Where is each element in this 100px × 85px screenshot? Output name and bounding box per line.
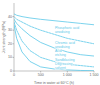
- x-tick-label: 500: [38, 73, 44, 77]
- plot-area: [14, 14, 94, 71]
- series-label: Acidetching: [55, 49, 66, 57]
- y-axis-line: [14, 3, 15, 71]
- x-tick: [94, 71, 95, 73]
- y-tick: [13, 71, 15, 72]
- series-line: [14, 25, 94, 71]
- series-line: [14, 14, 94, 25]
- y-axis-label: Joint strength (MPa): [2, 21, 6, 53]
- series-line: [14, 19, 94, 56]
- y-tick-label: 20: [8, 42, 12, 46]
- series-line: [14, 22, 94, 67]
- chart-svg: 0 10 20 30 40 0 500 1 000 1 500 Time in water at …: [0, 0, 100, 85]
- series-label: Phosphoric acidanodising: [55, 26, 79, 34]
- series-label: Sandblasting: [55, 58, 75, 62]
- series-label-line: Sandblasting: [55, 58, 75, 62]
- y-tick-label: 0: [10, 69, 12, 73]
- x-tick-label: 1 000: [63, 73, 72, 77]
- y-tick-label: 30: [8, 28, 12, 32]
- x-tick-label: 0: [13, 73, 15, 77]
- x-tick-label: 1 500: [90, 73, 99, 77]
- x-tick: [14, 71, 15, 73]
- x-tick: [40, 71, 41, 73]
- y-tick: [13, 43, 15, 44]
- x-axis-label: Time in water at 60°C (h): [34, 81, 74, 85]
- series-label-line: anodising: [55, 30, 70, 34]
- series-label: Chromic acidanodising: [55, 41, 75, 49]
- series-label-line: solvent: [55, 66, 66, 70]
- series-line: [14, 17, 94, 44]
- y-tick-label: 10: [8, 55, 12, 59]
- series-label-line: anodising: [55, 45, 70, 49]
- y-tick: [13, 16, 15, 17]
- series-label: Degreasingsolvent: [55, 62, 73, 70]
- series-label-line: etching: [55, 53, 66, 57]
- x-tick: [67, 71, 68, 73]
- y-tick: [13, 30, 15, 31]
- y-tick: [13, 57, 15, 58]
- y-tick-label: 40: [8, 15, 12, 19]
- chart-container: 0 10 20 30 40 0 500 1 000 1 500 Time in water at …: [0, 0, 100, 85]
